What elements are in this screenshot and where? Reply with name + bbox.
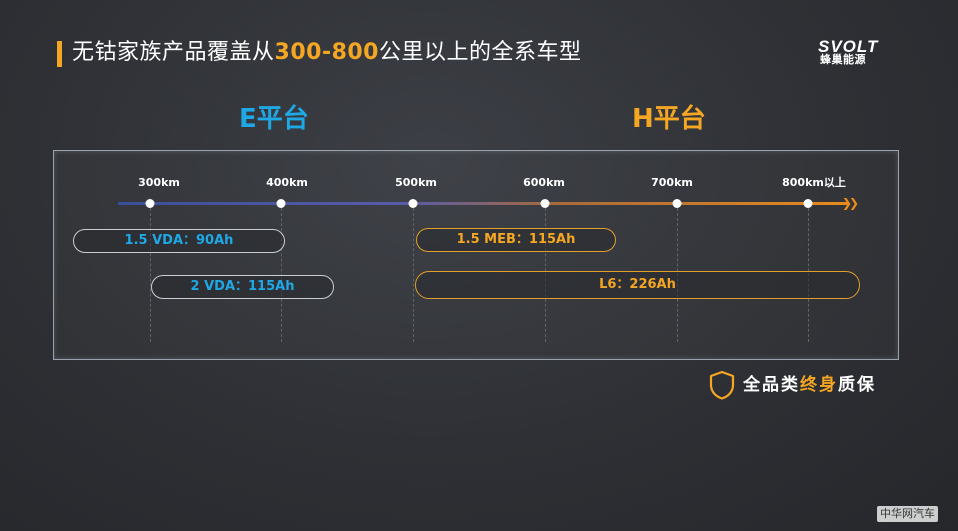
guide-line-300km: [150, 208, 151, 342]
tick-label-500km: 500km: [395, 176, 437, 189]
logo-brand-subtext: 蜂巢能源: [820, 53, 866, 66]
warranty-prefix: 全品类: [743, 375, 800, 395]
tick-label-400km: 400km: [266, 176, 308, 189]
tick-dot-800km: [803, 199, 813, 208]
warranty-suffix: 质保: [838, 375, 876, 395]
double-chevron-right-icon: ❯❯: [842, 196, 859, 210]
title-accent-bar: [57, 41, 62, 67]
logo-brand-text: SVOLT: [818, 37, 879, 56]
range-panel: [53, 150, 899, 360]
title-suffix: 公里以上的全系车型: [379, 40, 582, 65]
product-pill-1-5-vda: 1.5 VDA：90Ah: [73, 229, 285, 253]
tick-label-800km-plus: 800km以上: [782, 176, 846, 189]
product-pill-1-5-meb: 1.5 MEB：115Ah: [416, 228, 616, 252]
page-title: 无钴家族产品覆盖从300-800公里以上的全系车型: [72, 38, 582, 68]
tick-dot-700km: [672, 199, 682, 208]
tick-label-600km: 600km: [523, 176, 565, 189]
range-axis-line: [118, 202, 848, 205]
warranty-accent: 终身: [800, 375, 838, 395]
tick-dot-400km: [276, 199, 286, 208]
tick-label-700km: 700km: [651, 176, 693, 189]
shield-icon: [709, 370, 735, 400]
guide-line-500km: [413, 208, 414, 342]
source-watermark: 中华网汽车: [877, 506, 938, 522]
title-prefix: 无钴家族产品覆盖从: [72, 40, 275, 65]
tick-dot-500km: [408, 199, 418, 208]
h-platform-heading: H平台: [632, 104, 706, 134]
title-range: 300-800: [274, 40, 379, 65]
warranty-text: 全品类终身质保: [743, 373, 876, 397]
product-pill-l6: L6：226Ah: [415, 271, 860, 299]
tick-label-300km: 300km: [138, 176, 180, 189]
tick-dot-600km: [540, 199, 550, 208]
e-platform-heading: E平台: [239, 104, 309, 134]
product-pill-2-vda: 2 VDA：115Ah: [151, 275, 334, 299]
tick-dot-300km: [145, 199, 155, 208]
svolt-logo: SVOLT 蜂巢能源: [818, 38, 896, 68]
